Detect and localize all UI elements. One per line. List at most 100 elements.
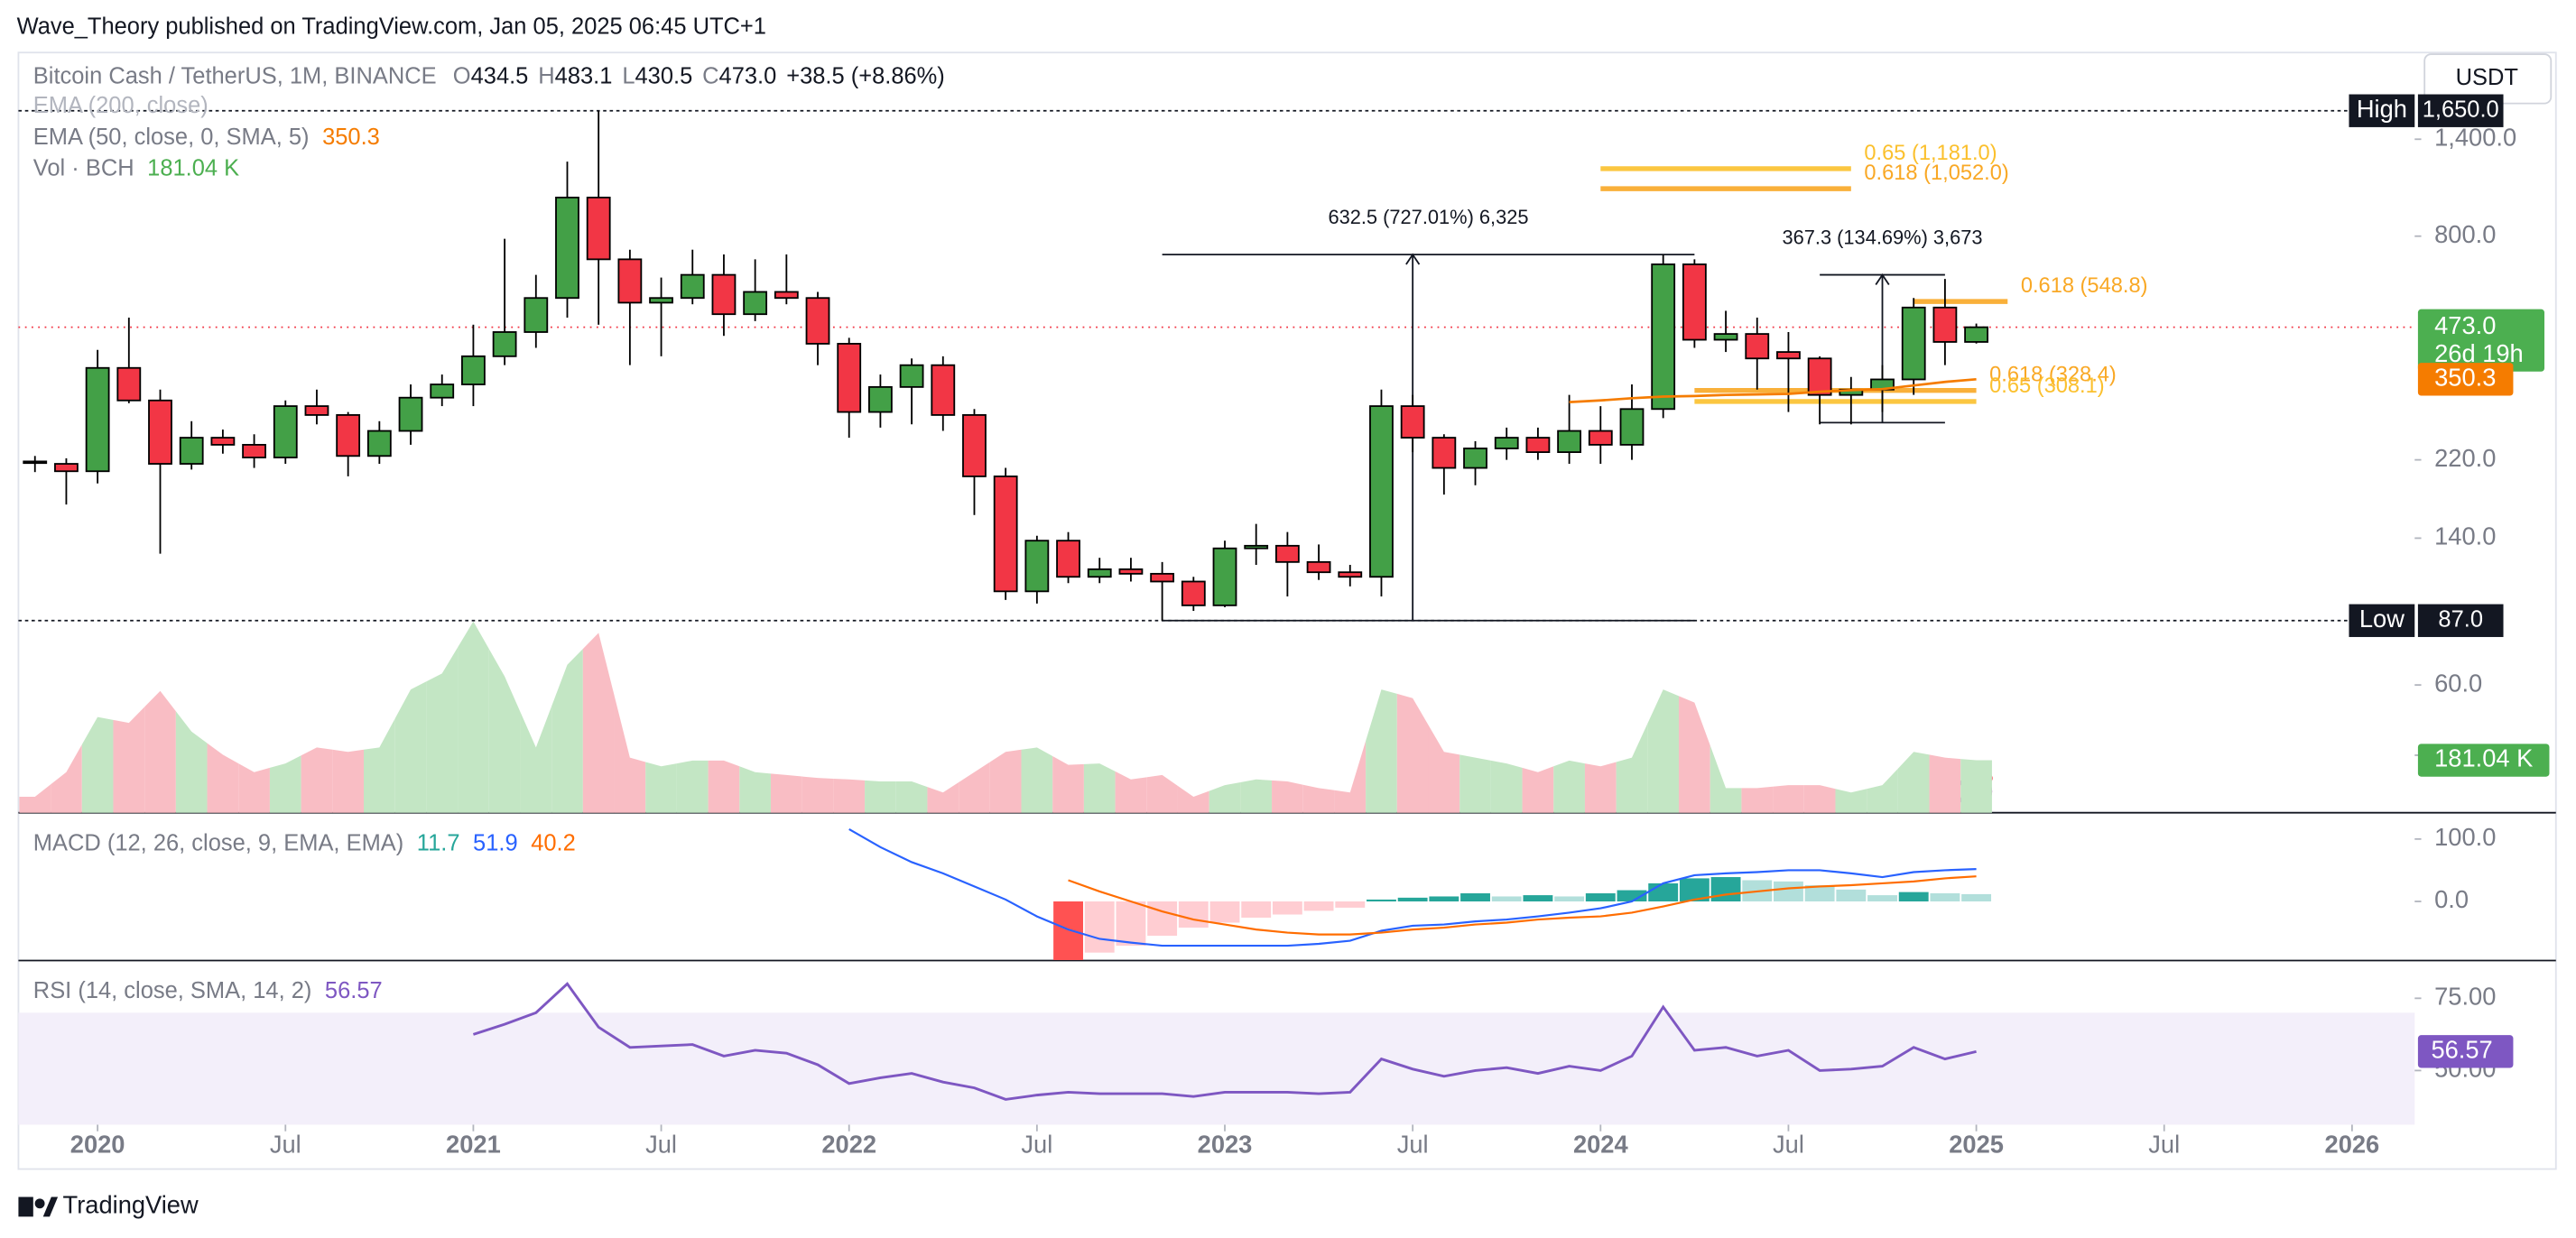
ohlc-prefix: H: [538, 63, 554, 88]
candle-body: [743, 291, 768, 316]
candle-body: [868, 385, 893, 413]
candle-body: [1901, 306, 1926, 381]
candle-body: [1024, 540, 1050, 593]
candle-body: [461, 355, 486, 385]
macd-legend: MACD (12, 26, close, 9, EMA, EMA) 11.7 51.…: [33, 830, 576, 855]
ohlc-value: 473.0: [719, 63, 777, 88]
x-tick-label: 2020: [70, 1130, 125, 1158]
ohlc-value: 483.1: [555, 63, 613, 88]
candle-body: [210, 437, 236, 446]
volume-area: [1710, 744, 1742, 813]
candle-body: [1713, 333, 1738, 341]
candle-body: [23, 460, 48, 465]
volume-area: [927, 781, 959, 813]
macd-histogram-bar: [1335, 901, 1366, 908]
macd-histogram-bar: [1116, 901, 1146, 947]
rsi-legend: RSI (14, close, SMA, 14, 2) 56.57: [33, 978, 383, 1003]
x-tick-label: 2021: [446, 1130, 501, 1158]
volume-area: [1960, 759, 1992, 813]
rsi-name: RSI (14, close, SMA, 14, 2): [33, 978, 312, 1003]
x-tick-label: 2025: [1949, 1130, 2004, 1158]
ema50-legend: EMA (50, close, 0, SMA, 5) 350.3: [33, 125, 380, 150]
extreme-value: 1,650.0: [2423, 97, 2499, 122]
candle-body: [1807, 357, 1832, 396]
macd-histogram-bar: [1898, 892, 1929, 901]
macd-histogram-bar: [1710, 877, 1741, 901]
candle-body: [1494, 437, 1519, 449]
volume-area: [676, 760, 709, 813]
volume-area: [1240, 779, 1273, 813]
candle-body: [649, 297, 673, 304]
volume-area: [1334, 741, 1367, 813]
x-tick-label: Jul: [270, 1130, 301, 1158]
candle-body: [993, 476, 1018, 593]
candle-body: [242, 444, 266, 458]
extreme-tag: [2349, 94, 2415, 127]
volume-area: [865, 780, 896, 813]
candle-body: [336, 414, 361, 457]
volume-area: [269, 755, 301, 813]
fib-label: 0.65 (1,181.0): [1864, 142, 1997, 165]
volume-area: [1647, 689, 1680, 813]
footer-logo: [18, 1196, 59, 1217]
currency[interactable]: USDT: [2456, 65, 2518, 90]
volume-area: [1052, 756, 1084, 813]
main-legend: Bitcoin Cash / TetherUS, 1M, BINANCE O434…: [33, 63, 945, 88]
volume-area: [1083, 763, 1116, 813]
candle-body: [1745, 333, 1770, 360]
y-tick-label: 60.0: [2434, 669, 2482, 697]
macd-name: MACD (12, 26, close, 9, EMA, EMA): [33, 830, 403, 855]
candle-body: [398, 396, 423, 432]
macd-histogram-bar: [1617, 890, 1647, 901]
candle-body: [116, 366, 142, 402]
symbol-title: Bitcoin Cash / TetherUS, 1M, BINANCE: [33, 63, 437, 88]
x-tick-label: 2023: [1198, 1130, 1253, 1158]
volume-area: [708, 760, 740, 813]
candle-body: [1150, 572, 1175, 583]
ohlc-value: 434.5: [471, 63, 529, 88]
volume-area: [739, 766, 771, 813]
ohlc-value: 430.5: [635, 63, 693, 88]
volume-area: [1490, 760, 1523, 813]
volume-area: [426, 647, 459, 813]
ema-value: 350.3: [2434, 364, 2496, 392]
macd-tick-label: 0.0: [2434, 885, 2469, 913]
ema200-legend: EMA (200, close): [33, 93, 208, 118]
macd-histogram-bar: [1429, 896, 1459, 901]
volume-area: [1302, 784, 1335, 813]
fib-label: 0.618 (548.8): [2021, 274, 2148, 298]
extreme-value-box: [2417, 604, 2504, 637]
volume-area: [1177, 785, 1209, 813]
signal-value: 40.2: [531, 830, 576, 855]
measure-label: 367.3 (134.69%) 3,673: [1782, 226, 1982, 248]
candle-body: [711, 273, 737, 316]
candle-body: [430, 383, 455, 399]
volume-area: [363, 718, 395, 813]
volume-area: [207, 743, 239, 813]
ema50-name: EMA (50, close, 0, SMA, 5): [33, 125, 310, 150]
volume-box: [2417, 744, 2550, 777]
candle-body: [1369, 405, 1394, 578]
macd-hist-value: 11.7: [417, 830, 460, 855]
candle-body: [366, 430, 392, 457]
volume-area: [989, 749, 1022, 813]
volume-area: [1616, 723, 1648, 813]
candle-body: [1181, 580, 1206, 606]
fib-label: 0.65 (308.1): [1989, 374, 2104, 398]
candle-body: [1400, 405, 1425, 439]
volume-area: [1396, 693, 1429, 813]
rsi-band: [18, 1012, 2415, 1125]
candle-body: [273, 405, 298, 458]
extreme-value: 87.0: [2438, 607, 2483, 633]
volume-area: [1209, 781, 1241, 813]
candle-body: [586, 196, 611, 261]
volume-area: [959, 762, 990, 813]
ohlc-prefix: C: [702, 63, 718, 88]
volume-area: [1835, 789, 1867, 813]
macd-histogram-bar: [1303, 901, 1334, 911]
volume-area: [582, 633, 615, 813]
candle-body: [1274, 544, 1300, 563]
countdown: 26d 19h: [2434, 339, 2524, 367]
candle-body: [1212, 547, 1237, 606]
